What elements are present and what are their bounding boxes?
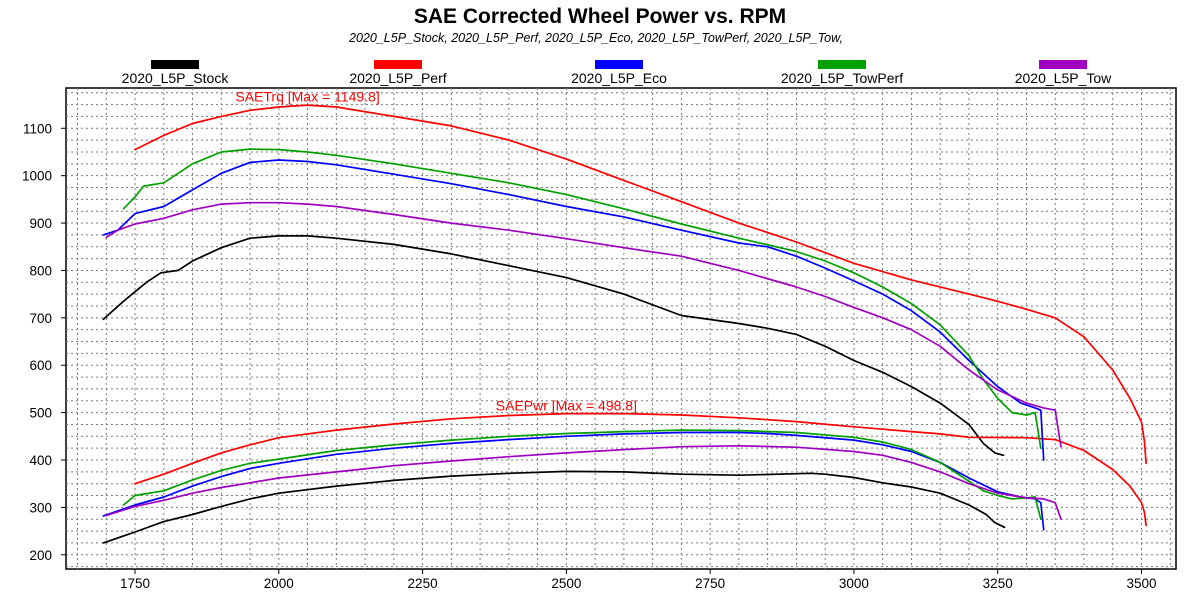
series-line-2020-l5p-perf-saepwr — [134, 412, 1147, 527]
legend-label: 2020_L5P_Eco — [571, 70, 667, 86]
series-line-2020-l5p-perf-saetrq — [134, 104, 1147, 465]
y-tick-label: 1000 — [22, 169, 52, 184]
legend-swatch — [595, 60, 643, 69]
series-line-2020-l5p-towperf-saepwr — [122, 429, 1042, 521]
legend-label: 2020_L5P_Stock — [122, 70, 230, 86]
y-tick-label: 300 — [29, 500, 52, 515]
y-tick-label: 400 — [29, 453, 52, 468]
y-tick-label: 600 — [29, 358, 52, 373]
series-line-2020-l5p-stock-saepwr — [102, 470, 1006, 544]
x-axis: 1750 2000 2250 2500 2750 3000 3250 3500 — [120, 569, 1157, 591]
y-tick-label: 800 — [29, 263, 52, 278]
series-group — [102, 104, 1147, 544]
legend-swatch — [818, 60, 866, 69]
y-tick-label: 900 — [29, 216, 52, 231]
x-tick-label: 2250 — [408, 576, 438, 591]
chart-subtitle: 2020_L5P_Stock, 2020_L5P_Perf, 2020_L5P_… — [348, 31, 843, 45]
series-line-2020-l5p-eco-saepwr — [102, 431, 1045, 531]
y-axis: 200 300 400 500 600 700 800 900 1000 1100 — [22, 121, 66, 563]
max-annotation: SAEPwr [Max = 498.8] — [496, 398, 637, 414]
legend-label: 2020_L5P_TowPerf — [781, 70, 903, 86]
x-tick-label: 1750 — [120, 576, 150, 591]
legend-swatch — [1039, 60, 1087, 69]
x-tick-label: 3500 — [1126, 576, 1156, 591]
x-tick-label: 2000 — [264, 576, 294, 591]
max-annotation: SAETrq [Max = 1149.8] — [235, 89, 379, 105]
x-tick-label: 2500 — [551, 576, 581, 591]
legend-swatch — [151, 60, 199, 69]
x-tick-label: 2750 — [695, 576, 725, 591]
legend-label: 2020_L5P_Tow — [1015, 70, 1112, 86]
y-tick-label: 500 — [29, 406, 52, 421]
x-tick-label: 3250 — [983, 576, 1013, 591]
x-tick-label: 3000 — [839, 576, 869, 591]
series-line-2020-l5p-stock-saetrq — [102, 235, 1005, 457]
legend-swatch — [374, 60, 422, 69]
annotations: SAETrq [Max = 1149.8] SAEPwr [Max = 498.8… — [235, 89, 637, 414]
grid — [66, 88, 1176, 569]
y-tick-label: 200 — [29, 548, 52, 563]
legend: 2020_L5P_Stock 2020_L5P_Perf 2020_L5P_Eco 2… — [122, 60, 1112, 86]
plot-area — [65, 87, 1177, 570]
chart-title: SAE Corrected Wheel Power vs. RPM — [414, 5, 786, 28]
y-tick-label: 1100 — [23, 121, 52, 136]
series-line-2020-l5p-tow-saepwr — [105, 444, 1062, 521]
legend-label: 2020_L5P_Perf — [349, 70, 446, 86]
y-tick-label: 700 — [29, 311, 52, 326]
series-line-2020-l5p-tow-saetrq — [105, 201, 1062, 448]
